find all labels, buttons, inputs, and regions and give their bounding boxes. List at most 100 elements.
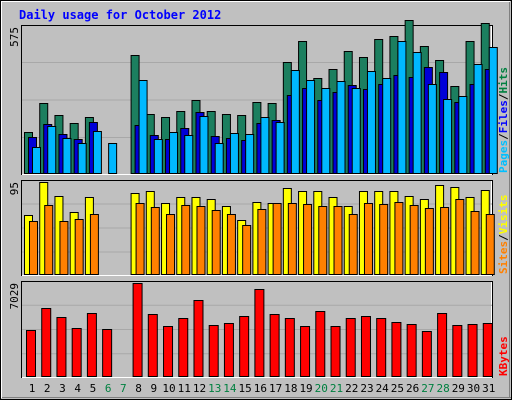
day-label: 13 — [208, 382, 221, 395]
bar-kbytes — [56, 317, 67, 377]
bar-pages — [275, 122, 285, 174]
day-label: 31 — [482, 382, 495, 395]
bar-kbytes — [452, 325, 463, 377]
day-label: 1 — [29, 382, 36, 395]
legend-entry: Pages — [497, 140, 510, 173]
bar-pages — [412, 52, 422, 174]
legend: Pages/Files/Hits — [497, 67, 510, 173]
legend-entry: Files — [497, 100, 510, 133]
bar-sites — [440, 207, 450, 275]
bar-sites — [424, 208, 434, 275]
bar-kbytes — [467, 324, 478, 377]
legend: KBytes — [497, 336, 510, 376]
bar-pages — [245, 134, 255, 174]
day-label: 4 — [74, 382, 81, 395]
bar-pages — [229, 133, 239, 174]
day-label: 23 — [360, 382, 373, 395]
day-label: 29 — [452, 382, 465, 395]
bar-kbytes — [300, 326, 311, 377]
panel-hits-files-pages: 575 Pages/Files/Hits — [8, 20, 510, 175]
bar-pages — [351, 88, 361, 174]
bar-kbytes — [482, 323, 493, 377]
bar-sites — [196, 206, 206, 275]
legend-entry: Sites — [497, 241, 510, 274]
bar-pages — [458, 96, 468, 174]
bar-kbytes — [391, 322, 402, 377]
bar-pages — [138, 80, 148, 174]
bar-sites — [74, 219, 84, 275]
bar-pages — [366, 71, 376, 174]
day-label: 3 — [59, 382, 66, 395]
day-label: 5 — [90, 382, 97, 395]
bar-kbytes — [223, 323, 234, 377]
legend-entry: / — [497, 234, 510, 241]
bar-pages — [321, 88, 331, 174]
bar-sites — [166, 214, 176, 275]
axis-max-label: 95 — [8, 182, 21, 195]
day-label: 6 — [105, 382, 112, 395]
axis-max-label: 575 — [8, 27, 21, 47]
bar-sites — [470, 211, 480, 275]
panel-visits-sites: 95 Sites/Visits — [8, 180, 510, 276]
day-label: 9 — [150, 382, 157, 395]
day-label: 28 — [436, 382, 449, 395]
legend: Sites/Visits — [497, 195, 510, 275]
day-label: 19 — [299, 382, 312, 395]
bar-pages — [336, 81, 346, 174]
legend-entry: KBytes — [497, 336, 510, 376]
day-label: 27 — [421, 382, 434, 395]
bar-sites — [379, 204, 389, 275]
bar-kbytes — [71, 328, 82, 377]
day-label: 20 — [315, 382, 328, 395]
day-label: 16 — [254, 382, 267, 395]
day-label: 12 — [193, 382, 206, 395]
bar-pages — [290, 70, 300, 174]
bar-kbytes — [360, 316, 371, 377]
bar-kbytes — [86, 313, 97, 377]
bar-sites — [44, 205, 54, 275]
bar-kbytes — [41, 308, 52, 377]
day-label: 18 — [284, 382, 297, 395]
day-label: 14 — [223, 382, 237, 395]
bar-kbytes — [345, 318, 356, 377]
bar-kbytes — [269, 314, 280, 377]
bar-sites — [363, 203, 373, 275]
bar-pages — [108, 143, 118, 174]
panel-kbytes: 7029 KBytes — [8, 281, 510, 378]
bar-pages — [260, 117, 270, 174]
bar-pages — [443, 99, 453, 174]
bar-kbytes — [26, 330, 36, 377]
bar-sites — [455, 199, 465, 275]
bar-sites — [89, 214, 99, 275]
bar-sites — [303, 204, 313, 275]
bar-sites — [211, 210, 221, 275]
bar-pages — [92, 131, 102, 174]
day-label: 22 — [345, 382, 358, 395]
bar-kbytes — [163, 326, 174, 377]
bar-sites — [348, 214, 358, 275]
chart-title: Daily usage for October 2012 — [19, 8, 221, 22]
bar-pages — [382, 78, 392, 174]
day-label: 15 — [239, 382, 252, 395]
bar-kbytes — [147, 314, 158, 377]
day-label: 24 — [376, 382, 390, 395]
bar-pages — [488, 47, 498, 174]
bar-sites — [59, 221, 69, 275]
bar-pages — [169, 132, 179, 174]
bar-kbytes — [102, 329, 113, 377]
bar-kbytes — [437, 313, 448, 377]
day-label: 17 — [269, 382, 282, 395]
bar-pages — [32, 147, 41, 174]
day-label: 30 — [467, 382, 480, 395]
bar-pages — [62, 138, 72, 174]
bar-kbytes — [406, 324, 417, 377]
bar-sites — [226, 214, 236, 275]
bar-pages — [427, 84, 437, 174]
bar-kbytes — [254, 289, 265, 377]
bar-sites — [135, 203, 145, 275]
bar-pages — [306, 80, 316, 174]
bar-kbytes — [421, 331, 432, 377]
bar-sites — [242, 225, 252, 275]
bar-kbytes — [330, 326, 341, 377]
